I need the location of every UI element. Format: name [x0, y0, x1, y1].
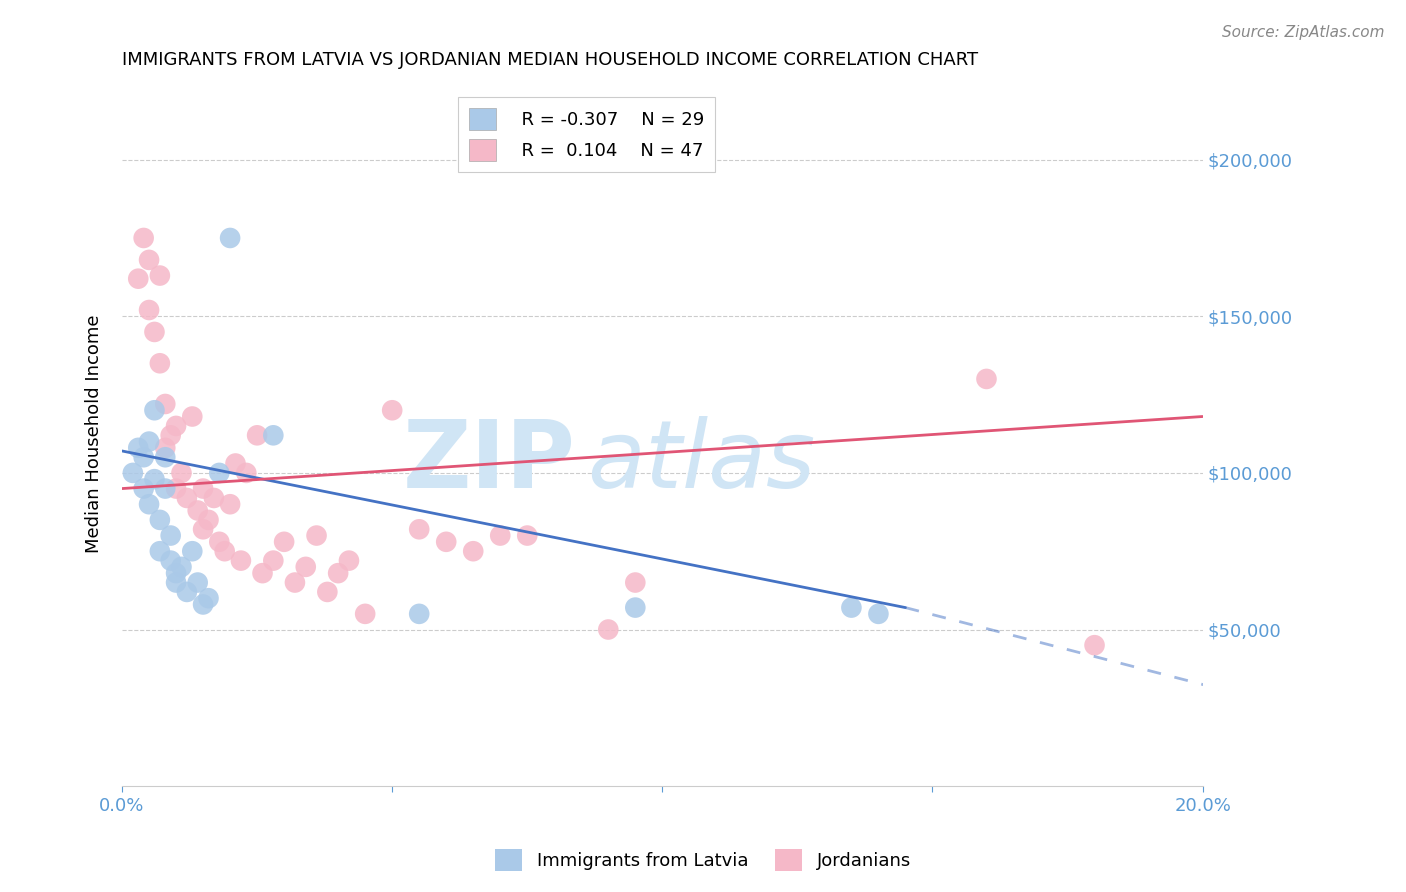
Point: [127, 271, 149, 285]
Point: [159, 553, 181, 567]
Text: Source: ZipAtlas.com: Source: ZipAtlas.com: [1222, 25, 1385, 40]
Point: [208, 534, 231, 549]
Point: [408, 522, 430, 536]
Point: [598, 623, 620, 637]
Point: [165, 418, 187, 433]
Point: [191, 598, 214, 612]
Point: [165, 566, 187, 581]
Point: [155, 397, 177, 411]
Point: [165, 482, 187, 496]
Text: ZIP: ZIP: [404, 416, 576, 508]
Point: [262, 428, 284, 442]
Legend: Immigrants from Latvia, Jordanians: Immigrants from Latvia, Jordanians: [488, 842, 918, 879]
Point: [229, 553, 252, 567]
Point: [165, 575, 187, 590]
Point: [197, 513, 219, 527]
Point: [408, 607, 430, 621]
Point: [155, 450, 177, 465]
Point: [143, 403, 166, 417]
Point: [149, 356, 172, 370]
Point: [159, 528, 181, 542]
Point: [149, 544, 172, 558]
Point: [868, 607, 890, 621]
Point: [181, 409, 204, 424]
Point: [138, 434, 160, 449]
Point: [354, 607, 377, 621]
Point: [219, 497, 242, 511]
Point: [841, 600, 863, 615]
Point: [121, 466, 143, 480]
Point: [149, 513, 172, 527]
Point: [976, 372, 998, 386]
Point: [197, 591, 219, 606]
Point: [225, 457, 247, 471]
Point: [170, 466, 193, 480]
Point: [235, 466, 257, 480]
Point: [176, 585, 198, 599]
Point: [132, 482, 155, 496]
Point: [624, 600, 647, 615]
Point: [294, 560, 316, 574]
Point: [337, 553, 360, 567]
Text: IMMIGRANTS FROM LATVIA VS JORDANIAN MEDIAN HOUSEHOLD INCOME CORRELATION CHART: IMMIGRANTS FROM LATVIA VS JORDANIAN MEDI…: [122, 51, 979, 69]
Point: [176, 491, 198, 505]
Point: [463, 544, 485, 558]
Point: [202, 491, 225, 505]
Point: [305, 528, 328, 542]
Point: [138, 497, 160, 511]
Point: [155, 441, 177, 455]
Point: [434, 534, 457, 549]
Point: [187, 575, 209, 590]
Point: [624, 575, 647, 590]
Point: [191, 482, 214, 496]
Point: [246, 428, 269, 442]
Point: [273, 534, 295, 549]
Point: [159, 428, 181, 442]
Point: [143, 472, 166, 486]
Point: [1083, 638, 1105, 652]
Point: [489, 528, 512, 542]
Point: [516, 528, 538, 542]
Point: [208, 466, 231, 480]
Point: [127, 441, 149, 455]
Point: [381, 403, 404, 417]
Point: [316, 585, 339, 599]
Point: [132, 450, 155, 465]
Point: [138, 303, 160, 318]
Point: [328, 566, 350, 581]
Point: [132, 231, 155, 245]
Point: [187, 503, 209, 517]
Point: [170, 560, 193, 574]
Point: [149, 268, 172, 283]
Point: [262, 553, 284, 567]
Point: [252, 566, 274, 581]
Point: [214, 544, 236, 558]
Point: [181, 544, 204, 558]
Legend:   R = -0.307    N = 29,   R =  0.104    N = 47: R = -0.307 N = 29, R = 0.104 N = 47: [458, 97, 716, 172]
Point: [284, 575, 307, 590]
Point: [138, 252, 160, 267]
Point: [219, 231, 242, 245]
Point: [155, 482, 177, 496]
Point: [143, 325, 166, 339]
Point: [191, 522, 214, 536]
Y-axis label: Median Household Income: Median Household Income: [86, 315, 103, 553]
Text: atlas: atlas: [586, 417, 815, 508]
